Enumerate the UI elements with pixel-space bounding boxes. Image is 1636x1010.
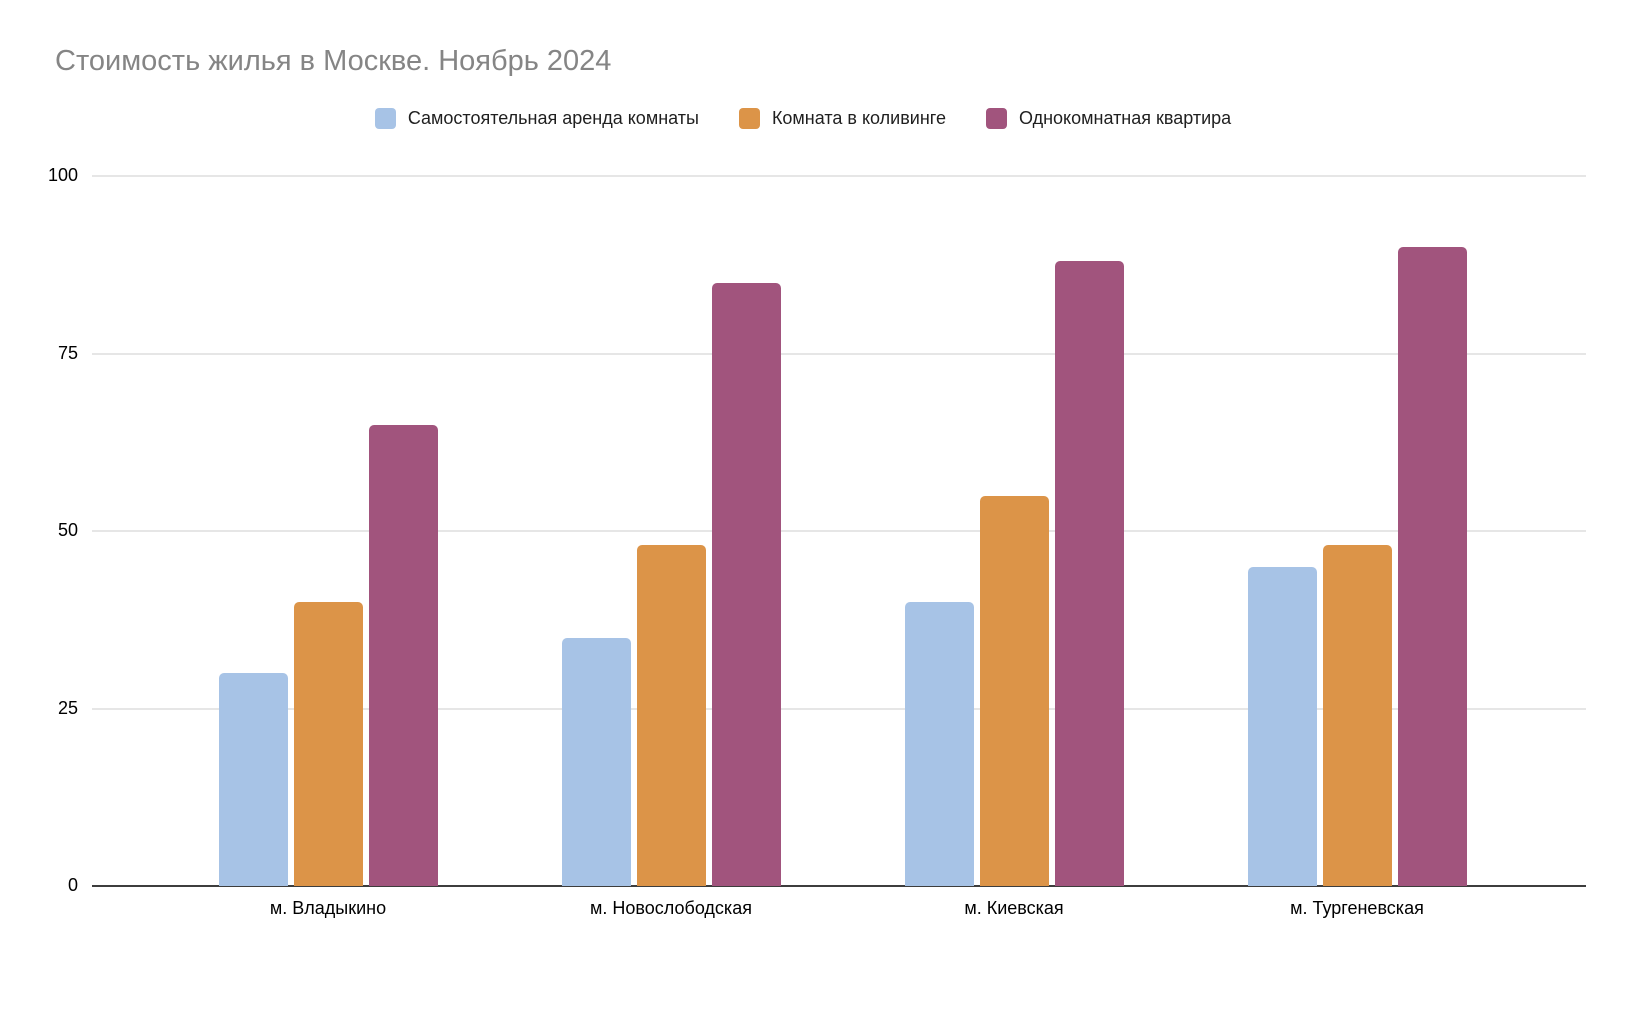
bar-1-series-1 [218,673,288,886]
bar-2-series-3 [711,282,781,886]
y-axis-tick-label: 25 [57,697,78,718]
y-axis-tick-label: 0 [67,875,78,895]
x-axis-label: м. Новослободская [590,898,752,918]
legend-item: Однокомнатная квартира [985,108,1232,129]
bar-3-series-2 [979,495,1049,886]
bar-4-series-1 [1247,566,1317,886]
legend-label: Комната в коливинге [771,108,946,128]
bar-4-series-2 [1322,545,1392,886]
y-axis-tick-label: 100 [47,165,78,185]
x-axis-line [92,885,1586,887]
y-axis-tick-label: 75 [57,342,78,363]
chart-title: Стоимость жилья в Москве. Ноябрь 2024 [55,45,612,77]
bar-2-series-1 [561,637,631,886]
x-axis-label: м. Владыкино [269,898,387,918]
x-axis-label: м. Тургеневская [1290,898,1424,918]
y-axis-tick-label: 50 [57,520,78,540]
gridline [92,530,1586,532]
bar-1-series-3 [368,424,438,886]
legend-item: Самостоятельная аренда комнаты [374,108,699,129]
gridline [92,352,1586,355]
gridline [92,175,1586,177]
legend-swatch-icon [738,108,760,129]
x-axis-label: м. Киевская [964,898,1064,918]
bar-3-series-1 [904,602,974,886]
legend-item: Комната в коливинге [738,108,946,129]
gridline [92,707,1586,710]
plot-area [92,175,1586,887]
legend-label: Однокомнатная квартира [1018,108,1232,128]
legend: Самостоятельная аренда комнаты Комната в … [0,108,1606,129]
bar-4-series-3 [1397,247,1467,886]
legend-swatch-icon [985,108,1007,129]
bar-1-series-2 [293,602,363,886]
bar-2-series-2 [636,545,706,886]
legend-label: Самостоятельная аренда комнаты [407,108,699,128]
bar-3-series-3 [1054,261,1124,886]
legend-swatch-icon [374,108,396,129]
